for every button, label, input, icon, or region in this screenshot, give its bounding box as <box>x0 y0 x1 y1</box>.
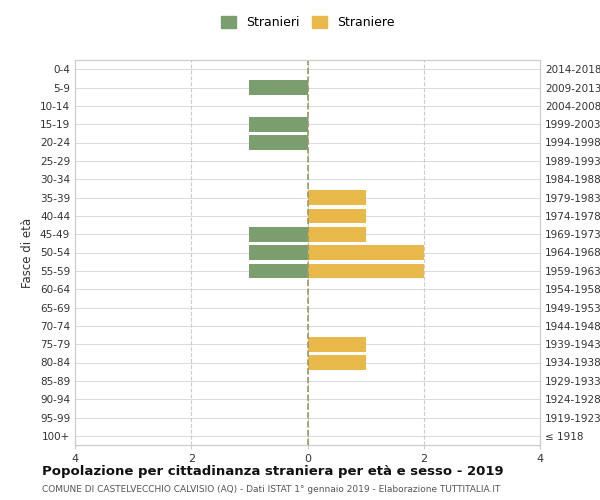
Bar <box>250 80 308 95</box>
Bar <box>308 190 365 205</box>
Text: COMUNE DI CASTELVECCHIO CALVISIO (AQ) - Dati ISTAT 1° gennaio 2019 - Elaborazion: COMUNE DI CASTELVECCHIO CALVISIO (AQ) - … <box>42 485 500 494</box>
Bar <box>250 117 308 132</box>
Bar <box>250 264 308 278</box>
Y-axis label: Fasce di età: Fasce di età <box>22 218 34 288</box>
Bar <box>308 208 365 223</box>
Bar <box>308 337 365 351</box>
Bar <box>308 355 365 370</box>
Bar <box>250 245 308 260</box>
Legend: Stranieri, Straniere: Stranieri, Straniere <box>221 16 394 29</box>
Text: Popolazione per cittadinanza straniera per età e sesso - 2019: Popolazione per cittadinanza straniera p… <box>42 465 503 478</box>
Bar <box>250 135 308 150</box>
Bar <box>308 245 424 260</box>
Bar <box>308 227 365 242</box>
Bar <box>308 264 424 278</box>
Bar <box>250 227 308 242</box>
